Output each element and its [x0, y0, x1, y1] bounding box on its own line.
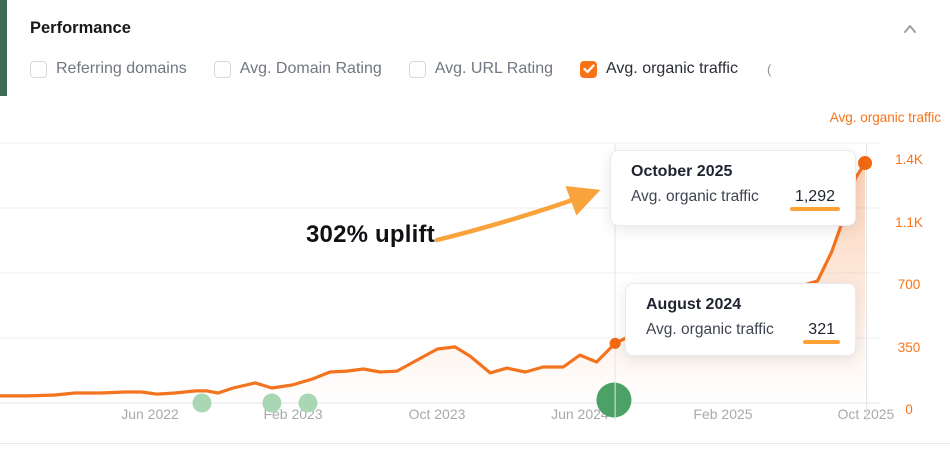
- y-axis-label: 0: [905, 402, 913, 417]
- metrics-toggle-row: Referring domains Avg. Domain Rating Avg…: [30, 60, 771, 78]
- y-axis-label: 350: [897, 339, 921, 355]
- series-axis-label: Avg. organic traffic: [829, 110, 941, 125]
- x-axis-label: Feb 2025: [693, 406, 753, 422]
- checkbox-icon[interactable]: [408, 60, 426, 78]
- metric-label: Avg. organic traffic: [606, 60, 738, 77]
- y-axis-label: 1.1K: [895, 214, 923, 230]
- truncated-text: (: [766, 61, 772, 77]
- x-axis-label: Oct 2025: [837, 406, 895, 422]
- tooltip-value: 321: [803, 321, 840, 344]
- metric-label: Avg. Domain Rating: [239, 60, 382, 77]
- tooltip-title: August 2024: [646, 296, 742, 313]
- x-axis-label: Feb 2023: [263, 406, 323, 422]
- checkbox-checked-icon[interactable]: [580, 60, 598, 78]
- checkbox-avg-domain-rating[interactable]: Avg. Domain Rating: [213, 60, 382, 78]
- y-axis-label: 700: [897, 277, 921, 292]
- tooltip-title: October 2025: [631, 163, 733, 180]
- checkbox-avg-url-rating[interactable]: Avg. URL Rating: [408, 60, 554, 78]
- uplift-annotation: 302% uplift: [306, 221, 435, 248]
- panel-bottom-divider: [0, 443, 950, 444]
- x-axis-label: Oct 2023: [408, 406, 466, 422]
- x-axis-label: Jun 2024: [551, 406, 609, 422]
- checkbox-referring-domains[interactable]: Referring domains: [30, 60, 187, 78]
- collapse-button[interactable]: [896, 18, 924, 42]
- checkbox-icon[interactable]: [30, 60, 47, 78]
- tooltip-october-2025: October 2025 Avg. organic traffic 1,292: [610, 150, 856, 226]
- metric-label: Avg. URL Rating: [434, 60, 554, 77]
- tooltip-metric-label: Avg. organic traffic: [631, 188, 759, 205]
- tooltip-august-2024: August 2024 Avg. organic traffic 321: [625, 283, 856, 356]
- tooltip-metric-label: Avg. organic traffic: [646, 321, 774, 338]
- value-underline: [789, 207, 840, 211]
- value-underline: [803, 340, 840, 344]
- metric-label: Referring domains: [56, 60, 187, 77]
- tooltip-value: 1,292: [789, 188, 840, 211]
- x-axis-label: Jun 2022: [121, 406, 179, 422]
- chevron-up-icon: [901, 22, 919, 39]
- panel-title: Performance: [30, 19, 131, 37]
- y-axis-label: 1.4K: [895, 152, 923, 167]
- checkbox-avg-organic-traffic[interactable]: Avg. organic traffic: [580, 60, 738, 78]
- panel-accent-bar: [0, 0, 7, 96]
- checkbox-icon[interactable]: [213, 60, 231, 78]
